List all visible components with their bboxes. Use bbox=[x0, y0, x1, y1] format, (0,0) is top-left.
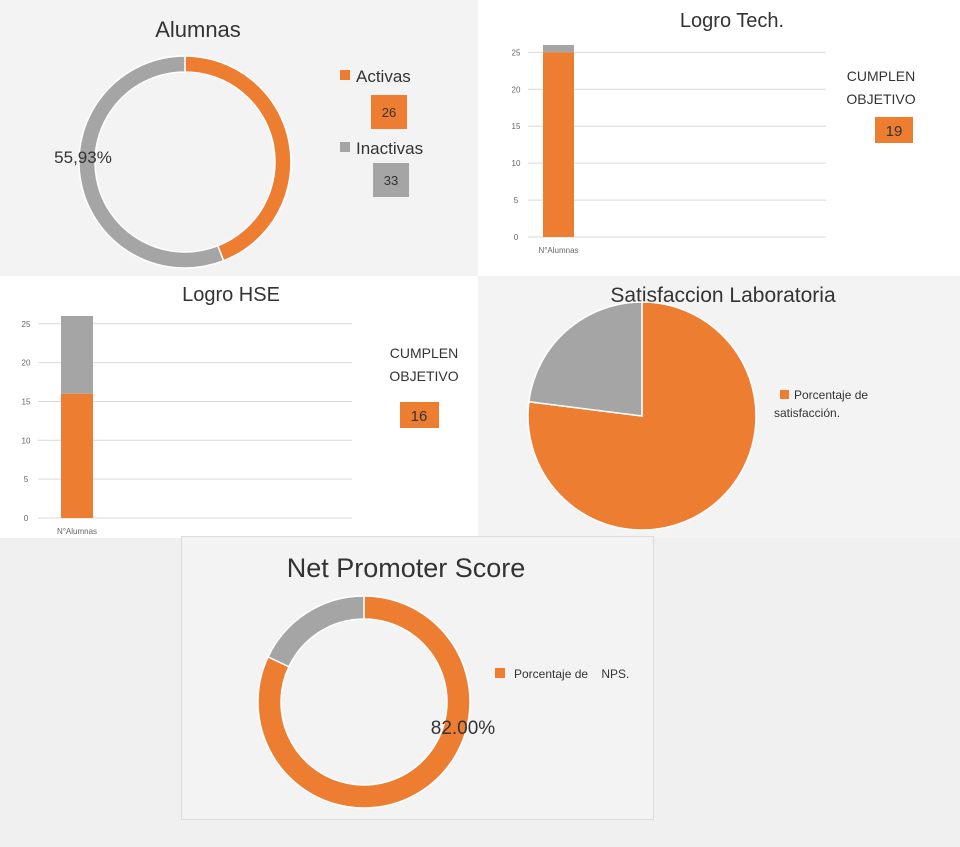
hse-ytick-label: 20 bbox=[22, 359, 31, 368]
tech-bar-segment-1 bbox=[543, 52, 574, 238]
nps-donut bbox=[257, 595, 471, 809]
hse-value: 16 bbox=[411, 408, 428, 425]
tech-ytick-label: 15 bbox=[512, 122, 521, 131]
inactivas-value-box bbox=[373, 163, 409, 197]
alumnas-chart: Alumnas 55,93% Activas 26 Inactivas 33 bbox=[54, 17, 423, 269]
satisfaccion-panel: Satisfaccion Laboratoria Porcentaje de s… bbox=[478, 276, 960, 538]
tech-bar-segment-2 bbox=[543, 45, 574, 53]
hse-objetivo-label: OBJETIVO bbox=[389, 368, 458, 384]
hse-ytick-label: 10 bbox=[22, 436, 31, 445]
donut-slice-inactivas bbox=[78, 55, 225, 269]
hse-cumplen-label: CUMPLEN bbox=[390, 345, 458, 361]
logro-tech-panel: Logro Tech. 0 5 10 15 20 25 N°Alumnas CUMPLEN … bbox=[478, 0, 960, 276]
hse-ytick-label: 0 bbox=[24, 514, 29, 523]
hse-bar-segment-2 bbox=[61, 316, 93, 394]
donut-slice-activas bbox=[184, 55, 292, 262]
satisfaccion-title: Satisfaccion Laboratoria bbox=[610, 284, 836, 307]
alumnas-title: Alumnas bbox=[155, 17, 241, 42]
satisfaccion-legend-line2: satisfacción. bbox=[774, 406, 840, 420]
logro-hse-chart: Logro HSE 0 5 10 15 20 25 N°Alumnas CUMPLEN OB… bbox=[22, 284, 459, 536]
nps-title: Net Promoter Score bbox=[287, 553, 526, 583]
logro-hse-title: Logro HSE bbox=[182, 284, 280, 306]
logro-tech-title: Logro Tech. bbox=[680, 10, 784, 32]
satisfaccion-legend-swatch bbox=[780, 390, 789, 399]
hse-category-label: N°Alumnas bbox=[57, 527, 97, 536]
hse-value-box bbox=[400, 402, 439, 428]
hse-ytick-label: 25 bbox=[22, 320, 31, 329]
legend-swatch-activas bbox=[340, 70, 350, 80]
hse-ytick-label: 5 bbox=[24, 475, 29, 484]
logro-hse-bars: 0 5 10 15 20 25 N°Alumnas bbox=[22, 316, 352, 536]
tech-ytick-label: 25 bbox=[512, 48, 521, 57]
tech-objetivo-label: OBJETIVO bbox=[846, 91, 915, 107]
satisfaccion-chart: Satisfaccion Laboratoria Porcentaje de s… bbox=[527, 284, 868, 531]
tech-cumplen-label: CUMPLEN bbox=[847, 68, 915, 84]
logro-tech-bars: 0 5 10 15 20 25 N°Alumnas bbox=[512, 45, 826, 255]
nps-legend-swatch bbox=[495, 668, 505, 678]
nps-chart: Net Promoter Score 82.00% Porcentaje de … bbox=[257, 553, 629, 809]
alumnas-panel: Alumnas 55,93% Activas 26 Inactivas 33 bbox=[0, 0, 478, 276]
tech-ytick-label: 20 bbox=[512, 85, 521, 94]
alumnas-percent-label: 55,93% bbox=[54, 148, 112, 167]
nps-slice-promoters bbox=[257, 595, 471, 809]
satisfaccion-legend-line1: Porcentaje de bbox=[794, 388, 868, 402]
satisfaccion-pie bbox=[527, 301, 757, 531]
nps-legend-label: Porcentaje de NPS. bbox=[514, 667, 629, 681]
activas-value-box bbox=[371, 95, 407, 129]
tech-ytick-label: 5 bbox=[514, 196, 519, 205]
inactivas-value: 33 bbox=[384, 173, 398, 188]
tech-ytick-label: 0 bbox=[514, 233, 519, 242]
activas-value: 26 bbox=[382, 105, 396, 120]
logro-hse-panel: Logro HSE 0 5 10 15 20 25 N°Alumnas CUMPLEN OB… bbox=[0, 276, 478, 538]
hse-ytick-label: 15 bbox=[22, 397, 31, 406]
nps-percent-label: 82.00% bbox=[431, 718, 496, 739]
hse-bar-segment-1 bbox=[61, 393, 93, 518]
nps-slice-other bbox=[267, 595, 365, 668]
satisfaccion-slice-other bbox=[528, 301, 643, 417]
tech-value: 19 bbox=[886, 123, 903, 140]
legend-label-inactivas: Inactivas bbox=[356, 139, 423, 158]
tech-ytick-label: 10 bbox=[512, 159, 521, 168]
tech-category-label: N°Alumnas bbox=[538, 246, 578, 255]
nps-panel: Net Promoter Score 82.00% Porcentaje de … bbox=[181, 536, 654, 820]
alumnas-donut bbox=[78, 55, 292, 269]
tech-value-box bbox=[875, 117, 913, 143]
legend-label-activas: Activas bbox=[356, 67, 411, 86]
legend-swatch-inactivas bbox=[340, 142, 350, 152]
